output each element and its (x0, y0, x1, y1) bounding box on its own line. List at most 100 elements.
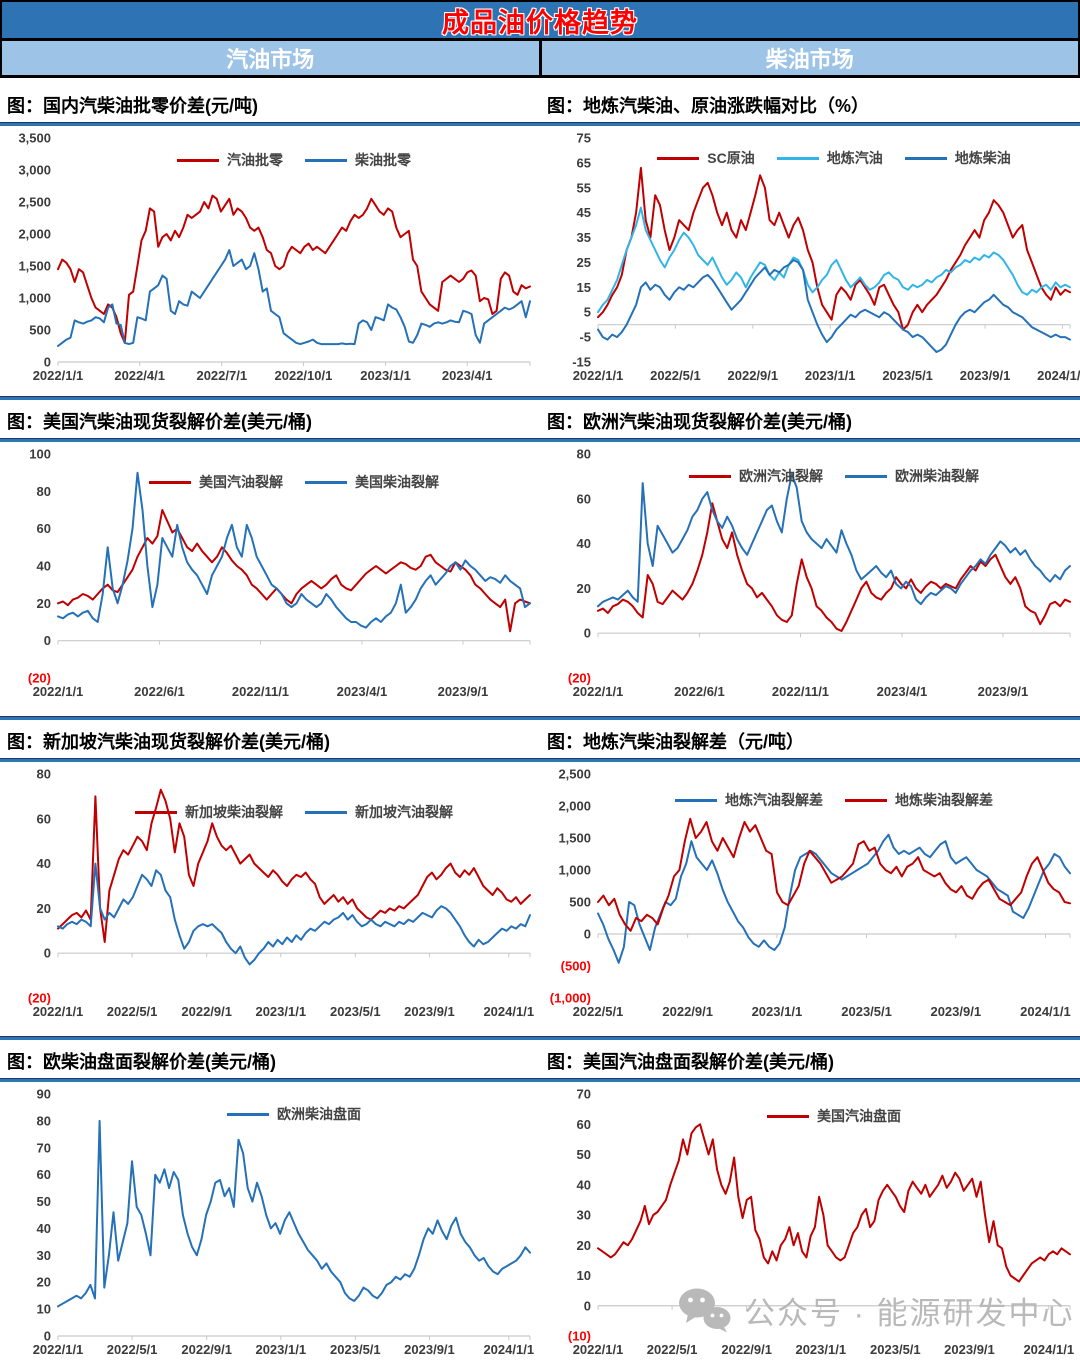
divider-rule (0, 1078, 1080, 1082)
y-axis-label: 40 (37, 856, 51, 871)
chart-us-gasoline-futures-crack: 2022/1/1 2022/5/1 2022/9/1 2023/1/1 2023/5/1… (540, 1082, 1080, 1362)
x-axis-label: 2022/5/1 (647, 1342, 698, 1357)
y-axis-label: 0 (44, 355, 51, 370)
chart-sg-spot-crack-spread: 2022/1/1 2022/5/1 2022/9/1 2023/1/1 2023/5/1… (0, 762, 540, 1024)
y-axis-label: 50 (37, 1194, 51, 1209)
series-line-地炼柴油裂解差 (597, 817, 1071, 932)
x-axis-label: 2022/5/1 (107, 1004, 158, 1019)
divider-rule (0, 396, 1080, 400)
y-axis-label: 0 (584, 1298, 591, 1313)
y-axis-label: 70 (577, 1087, 591, 1102)
series-line-地炼汽油裂解差 (597, 833, 1071, 964)
x-axis-label: 2022/9/1 (181, 1004, 232, 1019)
y-axis-label: 1,000 (558, 863, 591, 878)
x-axis-label: 2022/11/1 (772, 684, 829, 699)
chart-title-eu-crack: 图：欧洲汽柴油现货裂解价差(美元/桶) (547, 412, 852, 432)
chart-us-spot-crack-spread: 2022/1/1 2022/6/1 2022/11/1 2023/4/1 2023/9/… (0, 442, 540, 704)
gasoline-market-header: 汽油市场 (2, 41, 542, 75)
x-axis-label: 2024/1/1 (1020, 1004, 1071, 1019)
chart-title-refinery-crack: 图：地炼汽柴油裂解差（元/吨） (547, 732, 804, 752)
x-axis-label: 2023/9/1 (404, 1342, 455, 1357)
y-axis-label: 60 (577, 491, 591, 506)
x-axis-label: 2023/5/1 (882, 368, 933, 383)
x-axis-label: 2024/1/1 (1037, 368, 1080, 383)
x-axis-label: 2022/5/1 (107, 1342, 158, 1357)
y-axis-label: 80 (37, 484, 51, 499)
series-line-新加坡柴油裂解 (57, 788, 531, 943)
x-axis-label: 2024/1/1 (483, 1004, 534, 1019)
y-axis-label: 60 (37, 521, 51, 536)
y-axis-label: (1,000) (550, 991, 591, 1006)
y-axis-label: 80 (37, 1113, 51, 1128)
chart-eu-spot-crack-spread: 2022/1/1 2022/6/1 2022/11/1 2023/4/1 2023/9/… (540, 442, 1080, 704)
x-axis-label: 2022/6/1 (134, 684, 185, 699)
y-axis-label: (10) (568, 1329, 591, 1344)
x-axis-label: 2023/1/1 (360, 368, 411, 383)
charts-row: 2022/1/1 2022/5/1 2022/9/1 2023/1/1 2023/5/1… (0, 1082, 1080, 1362)
series-line-SC原油 (597, 166, 1071, 331)
x-axis-label: 2023/9/1 (438, 684, 489, 699)
x-axis-label: 2023/1/1 (255, 1004, 306, 1019)
y-axis-label: 40 (37, 1221, 51, 1236)
y-axis-label: 100 (29, 447, 51, 462)
chart-title-us-gasoline-futures-crack: 图：美国汽油盘面裂解价差(美元/桶) (547, 1052, 834, 1072)
charts-row: 2022/1/1 2022/5/1 2022/9/1 2023/1/1 2023/5/1… (0, 762, 1080, 1024)
y-axis-label: 25 (577, 255, 591, 270)
chart-title-sg-crack: 图：新加坡汽柴油现货裂解价差(美元/桶) (7, 732, 330, 752)
y-axis-label: 45 (577, 205, 591, 220)
y-axis-label: 1,000 (18, 291, 51, 306)
y-axis-label: 2,000 (558, 799, 591, 814)
diesel-market-header: 柴油市场 (541, 41, 1078, 75)
y-axis-label: (20) (28, 991, 51, 1006)
series-line-美国汽油裂解 (57, 509, 531, 633)
x-axis-label: 2023/9/1 (960, 368, 1011, 383)
line-chart: 2022/1/1 2022/5/1 2022/9/1 2023/1/1 2023/5/1… (28, 767, 534, 1020)
chart-title-domestic-spread: 图：国内汽柴油批零价差(元/吨) (7, 96, 258, 116)
x-axis-label: 2023/9/1 (944, 1342, 995, 1357)
y-axis-label: 20 (577, 1238, 591, 1253)
chart-row-3: 图：新加坡汽柴油现货裂解价差(美元/桶) 图：地炼汽柴油裂解差（元/吨） 202… (0, 716, 1080, 1036)
x-axis-label: 2023/4/1 (337, 684, 388, 699)
y-axis-label: 50 (577, 1147, 591, 1162)
series-line-地炼柴油 (597, 259, 1071, 353)
x-axis-label: 2022/7/1 (196, 368, 247, 383)
y-axis-label: 40 (577, 1177, 591, 1192)
market-header-row: 汽油市场 柴油市场 (0, 41, 1080, 78)
y-axis-label: (500) (561, 959, 591, 974)
x-axis-label: 2023/5/1 (330, 1342, 381, 1357)
x-axis-label: 2022/9/1 (728, 368, 779, 383)
series-line-欧洲柴油裂解 (597, 473, 1071, 608)
y-axis-label: (20) (568, 671, 591, 686)
divider-rule (0, 716, 1080, 720)
y-axis-label: 0 (584, 626, 591, 641)
y-axis-label: 55 (577, 180, 591, 195)
y-axis-label: 2,500 (18, 195, 51, 210)
y-axis-label: 0 (44, 946, 51, 961)
line-chart: 2022/1/1 2022/5/1 2022/9/1 2023/1/1 2023/5/1… (33, 1087, 534, 1358)
y-axis-label: 0 (44, 633, 51, 648)
divider-rule (0, 438, 1080, 442)
chart-row-2: 图：美国汽柴油现货裂解价差(美元/桶) 图：欧洲汽柴油现货裂解价差(美元/桶) … (0, 396, 1080, 716)
y-axis-label: 80 (577, 447, 591, 462)
line-chart: 2022/1/1 2022/4/1 2022/7/1 2022/10/1 2023/1/… (18, 131, 531, 383)
watermark: 公众号 · 能源研发中心 (678, 1287, 1075, 1333)
x-axis-label: 2022/1/1 (573, 1342, 624, 1357)
x-axis-label: 2022/1/1 (573, 684, 624, 699)
x-axis-label: 2022/1/1 (33, 1342, 84, 1357)
x-axis-label: 2023/1/1 (805, 368, 856, 383)
x-axis-label: 2022/5/1 (650, 368, 701, 383)
y-axis-label: 15 (577, 280, 591, 295)
x-axis-label: 2023/1/1 (255, 1342, 306, 1357)
y-axis-label: 30 (37, 1248, 51, 1263)
y-axis-label: 60 (37, 811, 51, 826)
y-axis-label: 80 (37, 767, 51, 782)
y-axis-label: 0 (44, 1329, 51, 1344)
x-axis-label: 2022/9/1 (662, 1004, 713, 1019)
x-axis-label: 2022/1/1 (33, 1004, 84, 1019)
chart-title-row: 图：新加坡汽柴油现货裂解价差(美元/桶) 图：地炼汽柴油裂解差（元/吨） (0, 720, 1080, 758)
series-line-柴油批零 (57, 249, 531, 347)
line-chart: 2022/1/1 2022/6/1 2022/11/1 2023/4/1 2023/9/… (28, 447, 531, 699)
chart-eu-diesel-futures-crack: 2022/1/1 2022/5/1 2022/9/1 2023/1/1 2023/5/1… (0, 1082, 540, 1362)
y-axis-label: 60 (37, 1167, 51, 1182)
x-axis-label: 2023/5/1 (870, 1342, 921, 1357)
